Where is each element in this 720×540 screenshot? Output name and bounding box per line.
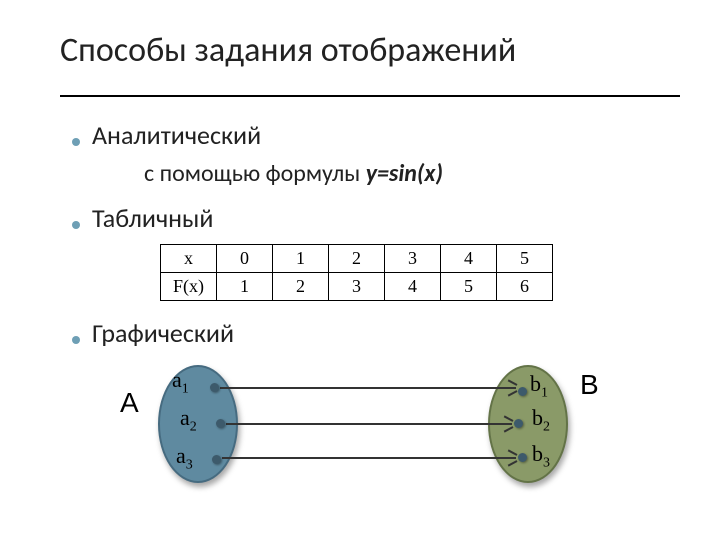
set-b-node-icon xyxy=(518,387,527,396)
analytical-subline: с помощью формулы y=sin(x) xyxy=(144,159,680,188)
bullet-text: Табличный xyxy=(92,202,213,234)
set-b-label: B xyxy=(580,369,599,401)
page-title: Способы задания отображений xyxy=(60,30,680,71)
mapping-arrow-icon xyxy=(220,387,516,389)
set-a-elem-label: a3 xyxy=(176,443,193,473)
table-header-fx: F(x) xyxy=(161,273,217,301)
mapping-diagram: A B a1 a2 a3 b1 b2 b3 xyxy=(120,359,660,519)
table-row: F(x) 1 2 3 4 5 6 xyxy=(161,273,553,301)
set-b-node-icon xyxy=(518,453,527,462)
table-cell: 2 xyxy=(273,273,329,301)
table-cell: 0 xyxy=(217,245,273,273)
bullet-tabular: Табличный xyxy=(72,202,680,234)
set-b-elem-label: b3 xyxy=(532,441,550,471)
formula-text: y=sin(x) xyxy=(366,159,443,188)
table-cell: 1 xyxy=(217,273,273,301)
table-row: x 0 1 2 3 4 5 xyxy=(161,245,553,273)
title-underline xyxy=(60,95,680,97)
bullet-dot-icon xyxy=(72,336,80,344)
mapping-arrow-icon xyxy=(226,423,512,425)
set-b-elem-label: b2 xyxy=(532,405,550,435)
table-header-x: x xyxy=(161,245,217,273)
bullet-graphical: Графический xyxy=(72,317,680,349)
bullet-dot-icon xyxy=(72,138,80,146)
set-a-elem-label: a1 xyxy=(172,367,189,397)
table-cell: 1 xyxy=(273,245,329,273)
table-cell: 4 xyxy=(441,245,497,273)
table-cell: 2 xyxy=(329,245,385,273)
set-a-label: A xyxy=(120,387,139,419)
bullet-text: Графический xyxy=(92,317,234,349)
bullet-dot-icon xyxy=(72,221,80,229)
set-b-elem-label: b1 xyxy=(530,371,548,401)
table-cell: 3 xyxy=(329,273,385,301)
set-a-elem-label: a2 xyxy=(180,405,197,435)
set-b-node-icon xyxy=(514,419,523,428)
bullet-text: Аналитический xyxy=(92,119,261,151)
table-cell: 5 xyxy=(497,245,553,273)
set-a-node-icon xyxy=(210,383,219,392)
table-cell: 4 xyxy=(385,273,441,301)
set-a-node-icon xyxy=(212,455,221,464)
set-a-node-icon xyxy=(216,419,225,428)
table-cell: 5 xyxy=(441,273,497,301)
bullet-analytical: Аналитический xyxy=(72,119,680,151)
slide-root: Способы задания отображений Аналитически… xyxy=(0,0,720,540)
table-cell: 6 xyxy=(497,273,553,301)
mapping-arrow-icon xyxy=(222,457,516,459)
table-cell: 3 xyxy=(385,245,441,273)
mapping-table: x 0 1 2 3 4 5 F(x) 1 2 3 4 5 6 xyxy=(160,244,680,301)
subline-prefix: с помощью формулы xyxy=(144,159,366,188)
